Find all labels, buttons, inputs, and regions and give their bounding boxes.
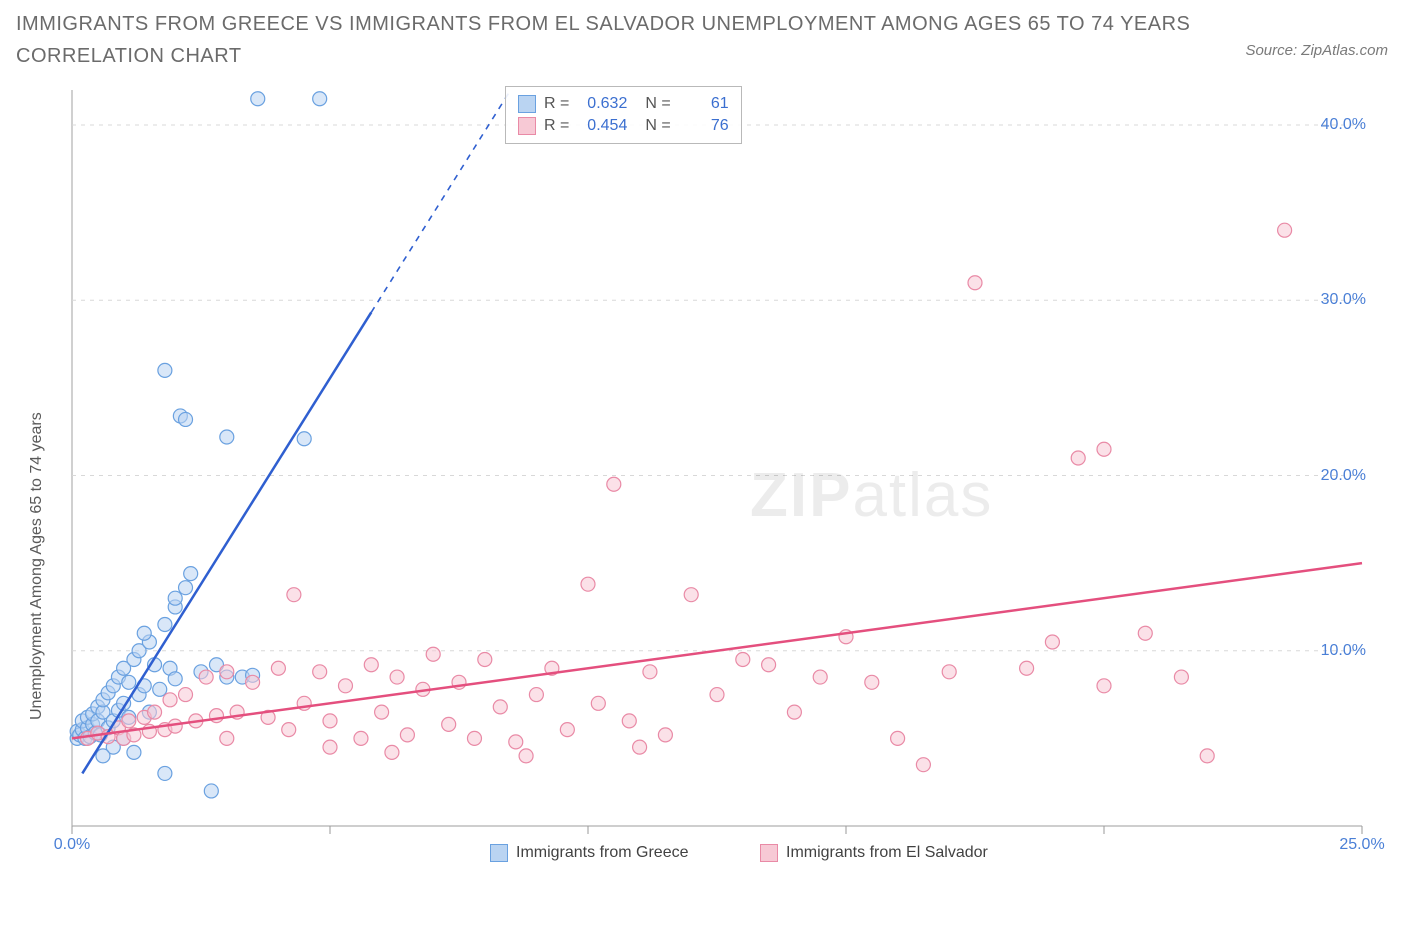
correlation-stats-box: R = 0.632 N = 61 R = 0.454 N = 76	[505, 86, 742, 144]
stats-n-value: 76	[679, 117, 729, 135]
watermark: ZIPatlas	[750, 460, 993, 531]
stats-row-elsalvador: R = 0.454 N = 76	[518, 115, 729, 137]
x-tick-label: 25.0%	[1339, 836, 1384, 854]
source-attribution: Source: ZipAtlas.com	[1245, 42, 1388, 59]
stats-r-value: 0.632	[577, 95, 627, 113]
stats-r-value: 0.454	[577, 117, 627, 135]
chart-plot-area: ZIPatlas R = 0.632 N = 61 R = 0.454 N = 76 10.0…	[60, 80, 1380, 870]
stats-n-label: N =	[645, 117, 670, 135]
legend-label: Immigrants from Greece	[516, 844, 688, 862]
stats-swatch-icon	[518, 117, 536, 135]
y-tick-label: 20.0%	[1321, 467, 1366, 485]
y-tick-label: 10.0%	[1321, 642, 1366, 660]
stats-n-label: N =	[645, 95, 670, 113]
legend-item-greece: Immigrants from Greece	[490, 844, 688, 862]
y-tick-label: 40.0%	[1321, 116, 1366, 134]
legend-label: Immigrants from El Salvador	[786, 844, 988, 862]
legend-item-elsalvador: Immigrants from El Salvador	[760, 844, 988, 862]
y-tick-label: 30.0%	[1321, 291, 1366, 309]
chart-svg	[60, 80, 1380, 870]
watermark-light: atlas	[852, 461, 993, 530]
y-axis-label: Unemployment Among Ages 65 to 74 years	[28, 412, 46, 720]
stats-swatch-icon	[518, 95, 536, 113]
legend-swatch-icon	[490, 844, 508, 862]
watermark-bold: ZIP	[750, 461, 852, 530]
stats-r-label: R =	[544, 117, 569, 135]
legend-swatch-icon	[760, 844, 778, 862]
chart-title: IMMIGRANTS FROM GREECE VS IMMIGRANTS FRO…	[16, 8, 1216, 72]
stats-row-greece: R = 0.632 N = 61	[518, 93, 729, 115]
stats-n-value: 61	[679, 95, 729, 113]
x-tick-label: 0.0%	[54, 836, 90, 854]
stats-r-label: R =	[544, 95, 569, 113]
